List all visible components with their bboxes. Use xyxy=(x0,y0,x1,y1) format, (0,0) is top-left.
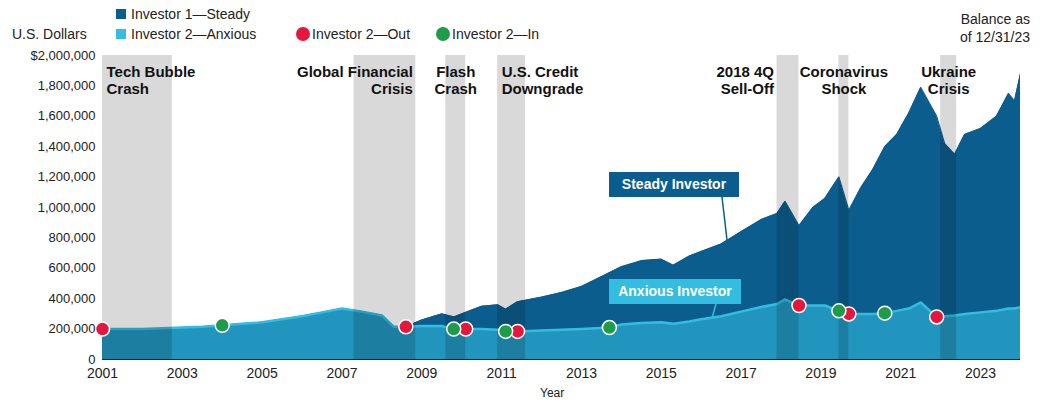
svg-text:2003: 2003 xyxy=(167,365,198,381)
svg-text:1,600,000: 1,600,000 xyxy=(38,108,96,123)
html-text:Anxious Investor: Anxious Investor xyxy=(618,283,732,299)
svg-text:1,800,000: 1,800,000 xyxy=(38,78,96,93)
svg-text:CoronavirusShock: CoronavirusShock xyxy=(800,63,888,97)
html-text:Investor 2—In: Investor 2—In xyxy=(452,26,540,42)
svg-text:1,400,000: 1,400,000 xyxy=(38,139,96,154)
svg-text:Global FinancialCrisis: Global FinancialCrisis xyxy=(297,63,413,97)
svg-text:$2,000,000: $2,000,000 xyxy=(30,48,95,63)
svg-text:800,000: 800,000 xyxy=(49,230,96,245)
svg-text:2019: 2019 xyxy=(805,365,836,381)
svg-text:2018 4QSell-Off: 2018 4QSell-Off xyxy=(716,63,775,97)
svg-text:Tech BubbleCrash: Tech BubbleCrash xyxy=(107,63,196,97)
svg-text:2017: 2017 xyxy=(726,365,757,381)
svg-text:2007: 2007 xyxy=(326,365,357,381)
html-text:Year: Year xyxy=(540,386,565,400)
svg-text:2009: 2009 xyxy=(406,365,437,381)
svg-text:0: 0 xyxy=(88,352,95,367)
svg-text:2015: 2015 xyxy=(646,365,677,381)
svg-text:2023: 2023 xyxy=(965,365,996,381)
svg-text:2005: 2005 xyxy=(247,365,278,381)
svg-text:1,000,000: 1,000,000 xyxy=(38,200,96,215)
svg-text:2021: 2021 xyxy=(885,365,916,381)
html-text:Balance as of 12/31/23: Balance as of 12/31/23 xyxy=(959,11,1030,45)
svg-text:1,200,000: 1,200,000 xyxy=(38,169,96,184)
svg-text:2001: 2001 xyxy=(87,365,118,381)
html-text:Investor 1—Steady: Investor 1—Steady xyxy=(131,6,251,22)
svg-text:FlashCrash: FlashCrash xyxy=(434,63,477,97)
svg-text:200,000: 200,000 xyxy=(49,321,96,336)
html-text:U.S. Dollars: U.S. Dollars xyxy=(12,26,87,42)
svg-text:UkraineCrisis: UkraineCrisis xyxy=(921,63,976,97)
svg-text:2011: 2011 xyxy=(487,365,517,381)
svg-text:U.S. CreditDowngrade: U.S. CreditDowngrade xyxy=(502,63,584,97)
svg-text:600,000: 600,000 xyxy=(49,260,96,275)
html-text:Investor 2—Out: Investor 2—Out xyxy=(312,26,410,42)
html-text:Investor 2—Anxious: Investor 2—Anxious xyxy=(131,26,257,42)
html-text:Steady Investor: Steady Investor xyxy=(621,176,727,192)
svg-text:400,000: 400,000 xyxy=(49,291,96,306)
svg-text:2013: 2013 xyxy=(566,365,597,381)
